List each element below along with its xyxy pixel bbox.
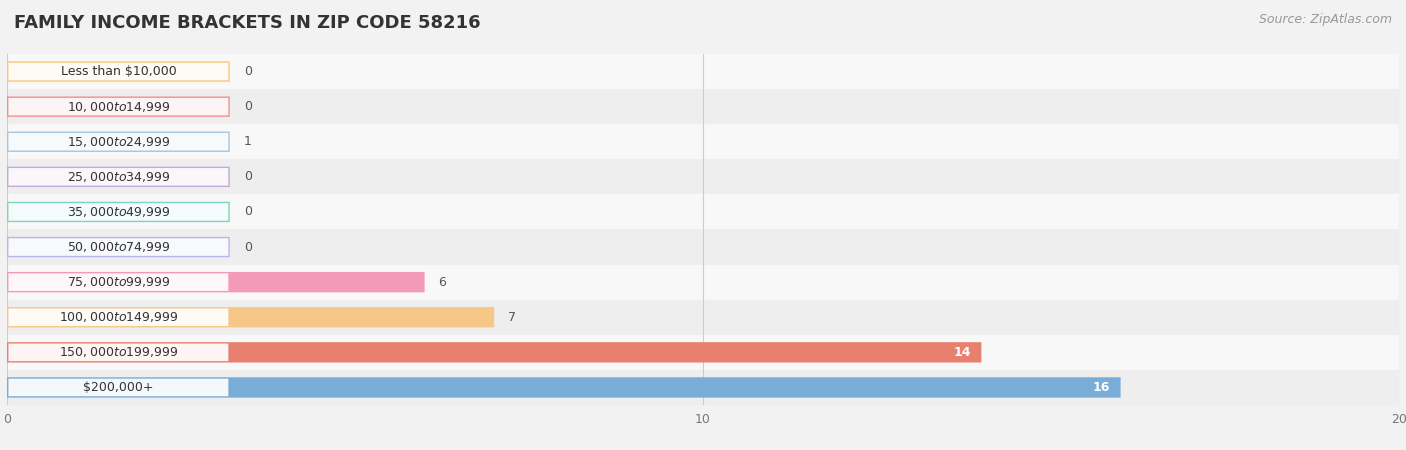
Bar <box>7 300 1399 335</box>
FancyBboxPatch shape <box>8 63 228 80</box>
Bar <box>7 230 1399 265</box>
FancyBboxPatch shape <box>8 378 228 396</box>
FancyBboxPatch shape <box>8 203 228 220</box>
FancyBboxPatch shape <box>7 96 229 117</box>
Text: $35,000 to $49,999: $35,000 to $49,999 <box>66 205 170 219</box>
FancyBboxPatch shape <box>8 344 228 361</box>
Text: Less than $10,000: Less than $10,000 <box>60 65 176 78</box>
Text: 0: 0 <box>243 100 252 113</box>
Text: 14: 14 <box>953 346 972 359</box>
FancyBboxPatch shape <box>7 307 495 328</box>
Text: $150,000 to $199,999: $150,000 to $199,999 <box>59 345 179 360</box>
Text: 6: 6 <box>439 276 447 288</box>
FancyBboxPatch shape <box>7 377 1121 398</box>
Text: $100,000 to $149,999: $100,000 to $149,999 <box>59 310 179 324</box>
Bar <box>7 335 1399 370</box>
FancyBboxPatch shape <box>7 61 229 82</box>
Text: 0: 0 <box>243 241 252 253</box>
FancyBboxPatch shape <box>7 131 229 152</box>
Bar <box>7 124 1399 159</box>
FancyBboxPatch shape <box>7 342 981 363</box>
FancyBboxPatch shape <box>7 237 229 257</box>
Bar <box>7 159 1399 194</box>
FancyBboxPatch shape <box>7 272 425 292</box>
Text: FAMILY INCOME BRACKETS IN ZIP CODE 58216: FAMILY INCOME BRACKETS IN ZIP CODE 58216 <box>14 14 481 32</box>
FancyBboxPatch shape <box>7 202 229 222</box>
FancyBboxPatch shape <box>8 168 228 185</box>
Bar <box>7 265 1399 300</box>
FancyBboxPatch shape <box>8 98 228 115</box>
Text: $200,000+: $200,000+ <box>83 381 153 394</box>
Text: Source: ZipAtlas.com: Source: ZipAtlas.com <box>1258 14 1392 27</box>
FancyBboxPatch shape <box>8 273 228 291</box>
Text: $25,000 to $34,999: $25,000 to $34,999 <box>66 170 170 184</box>
Text: $15,000 to $24,999: $15,000 to $24,999 <box>66 135 170 149</box>
Bar <box>7 194 1399 230</box>
Text: $10,000 to $14,999: $10,000 to $14,999 <box>66 99 170 114</box>
FancyBboxPatch shape <box>8 133 228 150</box>
Bar <box>7 54 1399 89</box>
Text: 16: 16 <box>1092 381 1111 394</box>
Text: 1: 1 <box>243 135 252 148</box>
Text: $75,000 to $99,999: $75,000 to $99,999 <box>66 275 170 289</box>
Text: $50,000 to $74,999: $50,000 to $74,999 <box>66 240 170 254</box>
Text: 7: 7 <box>508 311 516 324</box>
Bar <box>7 370 1399 405</box>
FancyBboxPatch shape <box>7 166 229 187</box>
FancyBboxPatch shape <box>8 309 228 326</box>
FancyBboxPatch shape <box>8 238 228 256</box>
Text: 0: 0 <box>243 171 252 183</box>
Text: 0: 0 <box>243 206 252 218</box>
Text: 0: 0 <box>243 65 252 78</box>
Bar <box>7 89 1399 124</box>
